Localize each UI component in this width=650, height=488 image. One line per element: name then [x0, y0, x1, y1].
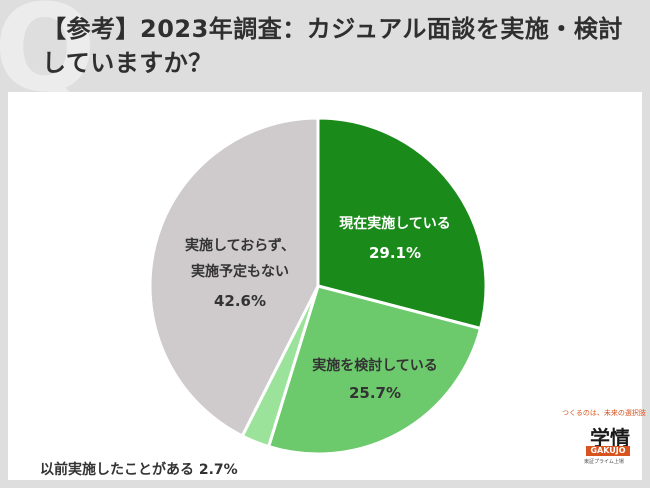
- gakujo-logo: つくるのは、未来の選択肢 学情 GAKUJO 東証プライム上場: [560, 408, 650, 478]
- slice-value-1: 25.7%: [349, 384, 401, 402]
- slice-label-3: 実施予定もない: [191, 263, 289, 280]
- slice-label-0: 現在実施している: [339, 215, 451, 232]
- outside-slice-label: 以前実施したことがある 2.7%: [40, 461, 238, 478]
- logo-name: GAKUJO: [590, 446, 626, 455]
- watermark-q: Q: [0, 0, 97, 119]
- logo-tagline: つくるのは、未来の選択肢: [562, 409, 646, 417]
- logo-sub: 東証プライム上場: [584, 459, 624, 465]
- page-title: 【参考】2023年調査：カジュアル面談を実施・検討していますか？: [42, 15, 623, 77]
- logo-bar: [586, 446, 630, 456]
- slice-value-0: 29.1%: [369, 244, 421, 262]
- slice-label-3: 実施しておらず、: [185, 237, 295, 254]
- slice-label-1: 実施を検討している: [312, 357, 438, 374]
- pie-slice-1: [266, 284, 483, 456]
- pie-slice-0: [316, 116, 488, 331]
- pie-slice-3: [148, 116, 320, 438]
- slice-value-3: 42.6%: [214, 292, 266, 310]
